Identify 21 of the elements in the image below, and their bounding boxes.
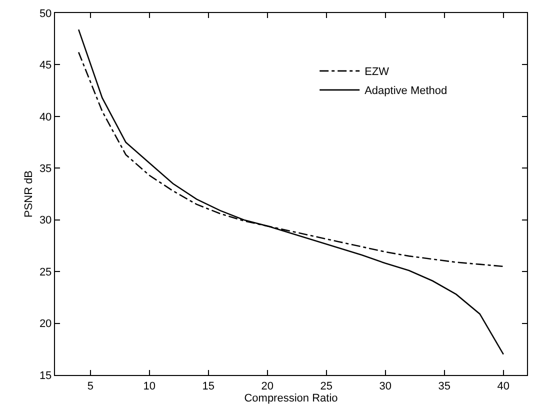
y-tick-label: 50 [39, 8, 52, 20]
y-tick-label: 25 [39, 266, 52, 278]
x-axis-title: Compression Ratio [244, 392, 338, 404]
y-tick-label: 40 [39, 111, 52, 124]
x-tick-label: 10 [143, 380, 156, 392]
y-axis-title: PSNR dB [23, 170, 36, 218]
x-tick-label: 35 [438, 380, 451, 392]
x-tick-label: 40 [497, 380, 510, 392]
x-tick-label: 20 [261, 380, 274, 392]
x-tick-label: 30 [379, 380, 392, 392]
y-tick-label: 30 [39, 214, 52, 227]
line-series [78, 28, 504, 355]
y-tick-label: 45 [39, 60, 52, 72]
x-tick-label: 15 [202, 380, 215, 392]
x-tick-label: 25 [320, 380, 333, 392]
y-tick-label: 15 [39, 370, 52, 382]
y-tick-label: 35 [39, 162, 52, 175]
x-tick-label: 5 [87, 380, 94, 392]
legend-label: EZW [364, 66, 390, 78]
legend-label: Adaptive Method [364, 85, 448, 98]
y-tick-label: 20 [39, 318, 52, 330]
